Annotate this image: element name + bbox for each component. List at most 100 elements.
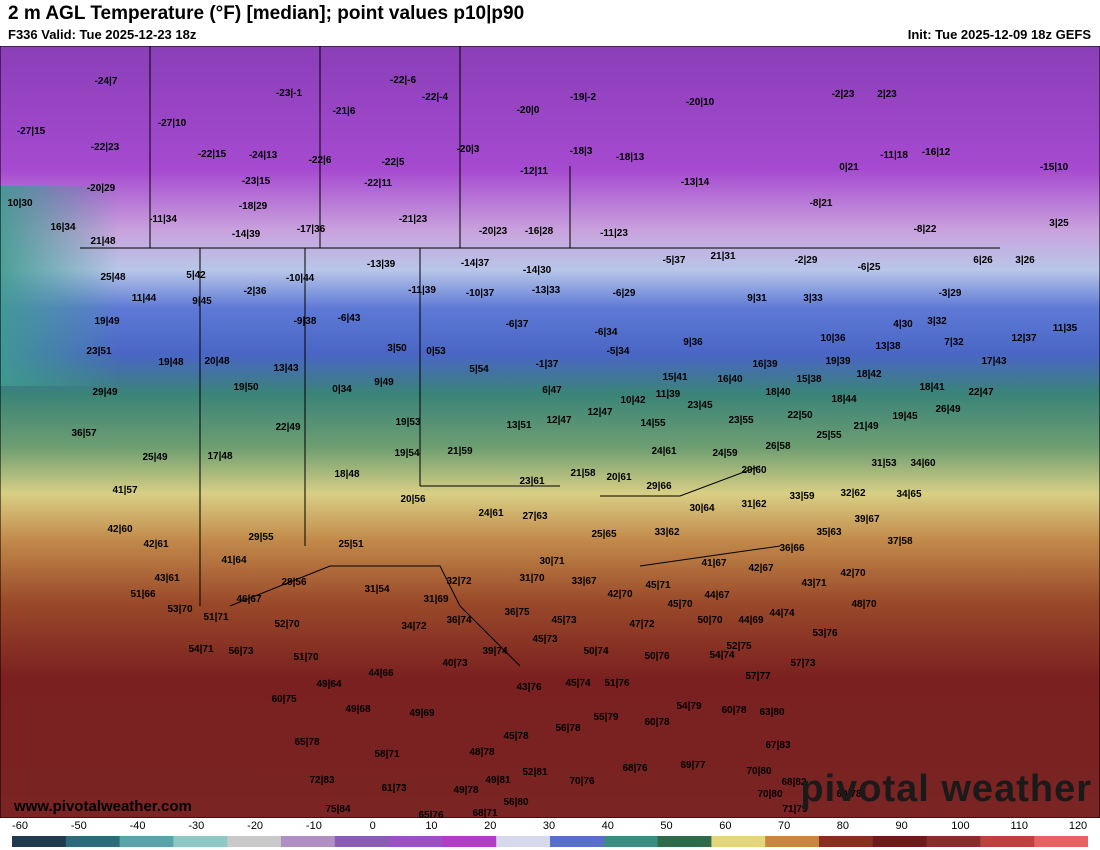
point-value: 51|76 [604, 678, 630, 689]
point-value: 49|64 [316, 679, 342, 690]
point-value: 65|76 [418, 810, 444, 819]
point-value: 44|67 [704, 590, 730, 601]
point-value: 56|73 [228, 646, 254, 657]
temperature-map[interactable]: -24|7 -23|-1 -22|-6 -22|-4 -19|-2 -20|10 -2|23… [0, 46, 1100, 818]
point-value: 50|74 [583, 646, 609, 657]
point-value: 11|39 [655, 389, 681, 400]
point-value: 56|78 [555, 723, 581, 734]
point-value: -22|15 [197, 149, 227, 160]
point-value: 22|49 [275, 422, 301, 433]
point-value: 52|75 [726, 641, 752, 652]
legend-swatch [227, 836, 282, 847]
point-value: 34|60 [910, 458, 936, 469]
legend-tick: 40 [601, 820, 614, 832]
point-value: 63|80 [759, 707, 785, 718]
point-value: -23|-1 [275, 88, 303, 99]
point-value: 44|69 [738, 615, 764, 626]
point-value: 54|79 [676, 701, 702, 712]
point-value: 25|65 [591, 529, 617, 540]
point-value: -17|36 [296, 224, 326, 235]
legend-swatch [872, 836, 928, 847]
point-value: -18|13 [615, 152, 645, 163]
point-value: 24|61 [478, 508, 504, 519]
point-value: 29|49 [92, 387, 118, 398]
point-value: 13|38 [875, 341, 901, 352]
point-value: -20|3 [456, 144, 480, 155]
point-value: -22|5 [381, 157, 405, 168]
point-value: -8|22 [913, 224, 937, 235]
legend-tick: 60 [719, 820, 732, 832]
point-value: -20|10 [685, 97, 715, 108]
point-value: 58|71 [374, 749, 400, 760]
legend-swatch [334, 836, 390, 847]
point-value: 10|30 [7, 198, 33, 209]
legend-tick: -50 [70, 820, 87, 832]
point-value: 0|21 [839, 162, 859, 173]
legend-colorbar [12, 836, 1088, 847]
point-value: -11|23 [600, 228, 628, 239]
point-value: 40|73 [442, 658, 468, 669]
legend-tick: -60 [12, 820, 28, 832]
legend-ticks: -60 -50 -40 -30 -20 -10 0 10 20 30 40 50 60 70 80 90 100… [0, 818, 1100, 834]
point-value: 42|70 [840, 568, 866, 579]
point-value: 45|78 [503, 731, 529, 742]
point-value: -18|29 [238, 201, 268, 212]
point-labels: -24|7 -23|-1 -22|-6 -22|-4 -19|-2 -20|10 -2|23… [0, 46, 1100, 819]
point-value: -5|37 [662, 255, 686, 266]
point-value: 43|71 [801, 578, 827, 589]
point-value: 70|80 [757, 789, 783, 800]
legend-tick: 80 [836, 820, 849, 832]
point-value: 19|39 [825, 356, 851, 367]
point-value: 12|37 [1011, 333, 1037, 344]
point-value: -1|37 [535, 359, 559, 370]
point-value: 30|64 [689, 503, 715, 514]
point-value: 39|74 [482, 646, 508, 657]
point-value: -24|7 [94, 76, 118, 87]
point-value: 25|49 [142, 452, 168, 463]
point-value: 16|34 [50, 222, 76, 233]
point-value: 16|39 [752, 359, 778, 370]
point-value: 61|73 [381, 783, 407, 794]
point-value: 49|68 [345, 704, 371, 715]
point-value: 18|42 [856, 369, 882, 380]
color-legend: -60 -50 -40 -30 -20 -10 0 10 20 30 40 50 60 70 80 90 100… [0, 818, 1100, 850]
point-value: 21|49 [853, 421, 879, 432]
point-value: 34|72 [401, 621, 427, 632]
valid-time: F336 Valid: Tue 2025-12-23 18z [8, 27, 197, 42]
point-value: -8|21 [809, 198, 833, 209]
point-value: 57|77 [745, 671, 771, 682]
point-value: 18|44 [831, 394, 857, 405]
point-value: 11|35 [1052, 323, 1078, 334]
point-value: 10|42 [620, 395, 646, 406]
point-value: -20|29 [86, 183, 116, 194]
legend-swatch [819, 836, 874, 847]
point-value: 31|69 [423, 594, 449, 605]
point-value: -15|10 [1039, 162, 1069, 173]
point-value: -11|34 [149, 214, 177, 225]
point-value: -6|25 [857, 262, 881, 273]
borders [80, 46, 1000, 667]
point-value: 44|66 [368, 668, 394, 679]
point-value: 49|78 [453, 785, 479, 796]
point-value: 10|36 [820, 333, 846, 344]
point-value: 14|55 [640, 418, 666, 429]
point-value: -24|13 [248, 150, 278, 161]
point-value: 35|63 [816, 527, 842, 538]
point-value: 18|48 [334, 469, 360, 480]
point-value: 12|47 [546, 415, 572, 426]
legend-swatch [119, 836, 174, 847]
point-value: 31|53 [871, 458, 897, 469]
point-value: 37|58 [887, 536, 913, 547]
point-value: 30|71 [539, 556, 565, 567]
point-value: 19|50 [233, 382, 259, 393]
point-value: 26|49 [935, 404, 961, 415]
point-value: 31|70 [519, 573, 545, 584]
legend-swatch [173, 836, 228, 847]
point-value: 29|60 [741, 465, 767, 476]
point-value: -16|28 [524, 226, 554, 237]
point-value: 29|55 [248, 532, 274, 543]
point-value: 51|66 [130, 589, 156, 600]
point-value: -21|23 [398, 214, 428, 225]
point-value: 18|41 [919, 382, 945, 393]
